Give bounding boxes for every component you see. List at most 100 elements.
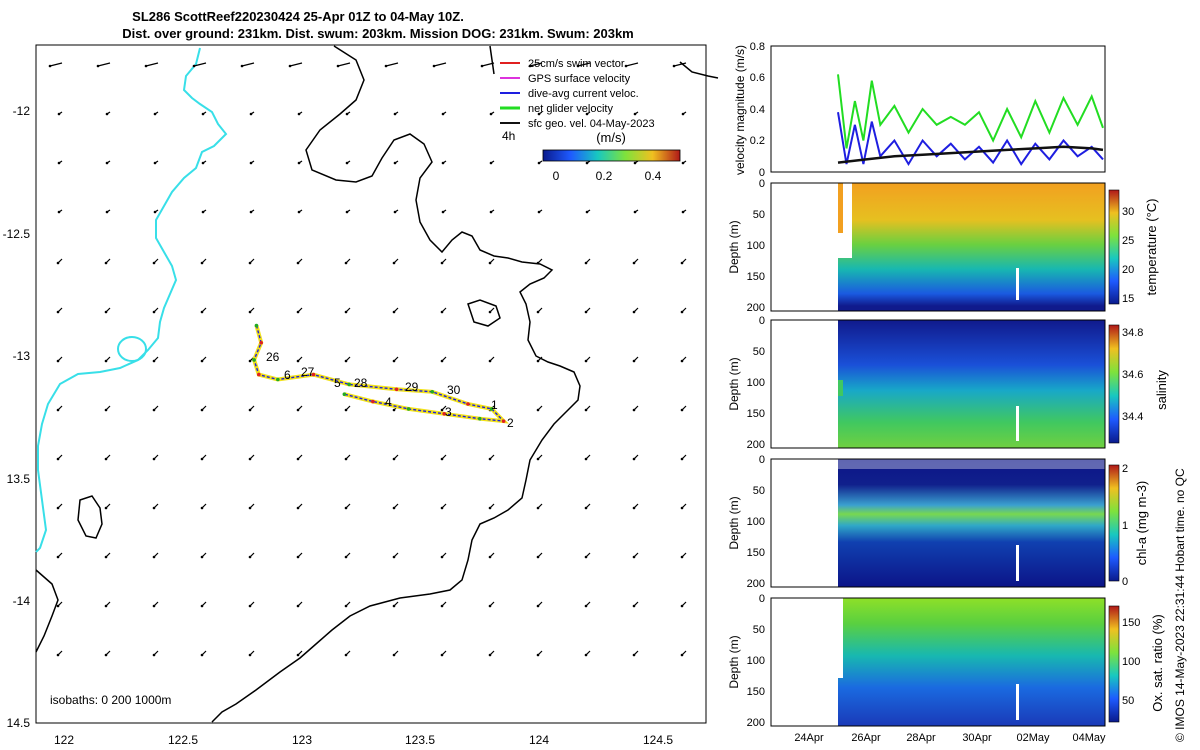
velocity-arrow	[442, 210, 446, 213]
velocity-arrow	[585, 406, 590, 411]
velocity-arrow	[537, 651, 542, 656]
velocity-arrow	[289, 63, 302, 67]
temperature-colorbar	[1109, 190, 1119, 304]
velocity-arrow	[105, 406, 110, 411]
velocity-arrow	[58, 112, 62, 115]
velocity-arrow	[346, 210, 350, 213]
velocity-arrow	[297, 602, 302, 607]
velocity-arrow	[441, 504, 446, 509]
temperature-clabel: temperature (°C)	[1144, 199, 1159, 296]
velocity-arrow	[394, 112, 398, 115]
map-x-ticks: 122 122.5 123 123.5 124 124.5	[54, 733, 673, 747]
salinity-ylabel: Depth (m)	[727, 357, 741, 410]
track-label-26: 26	[266, 350, 280, 364]
velocity-arrow	[537, 553, 542, 558]
salinity-panel: 34.8 34.6 34.4 salinity	[771, 320, 1169, 448]
track-point	[502, 419, 506, 423]
track-label-1: 1	[491, 398, 498, 412]
legend-label-dive-avg: dive-avg current veloc.	[528, 88, 639, 100]
velocity-arrow	[250, 161, 254, 164]
velocity-arrow	[249, 406, 254, 411]
velocity-arrow	[585, 553, 590, 558]
isobath-shelf	[212, 46, 580, 722]
map-ytick-13-5: 13.5	[7, 472, 31, 486]
arrow-scale-label: 4h	[502, 129, 515, 143]
track-point	[478, 417, 482, 421]
velocity-arrow	[193, 63, 206, 67]
velocity-arrow	[489, 308, 494, 313]
velocity-arrow	[489, 651, 494, 656]
depth-tick: 150	[747, 408, 765, 420]
velocity-arrow	[201, 259, 206, 264]
velocity-arrow	[297, 357, 302, 362]
depth-tick: 50	[753, 209, 765, 221]
velocity-arrow	[297, 406, 302, 411]
velocity-arrow	[681, 308, 686, 313]
track-label-2: 2	[507, 416, 514, 430]
velocity-arrow	[57, 455, 62, 460]
vel-ytick-0.8: 0.8	[750, 41, 765, 53]
sal-ctick-34.4: 34.4	[1122, 411, 1143, 423]
oxygen-field	[838, 598, 1105, 726]
velocity-arrow	[634, 161, 638, 164]
figure: SL286 ScottReef220230424 25-Apr 01Z to 0…	[0, 0, 1200, 750]
velocity-arrow	[153, 259, 158, 264]
velocity-arrow	[57, 504, 62, 509]
velocity-arrow	[393, 455, 398, 460]
velocity-arrow	[241, 63, 254, 67]
track-point	[276, 378, 280, 382]
velocity-arrow	[201, 455, 206, 460]
depth-axis-ticks: Depth (m) Depth (m) Depth (m) Depth (m) …	[727, 178, 765, 729]
velocity-arrow	[345, 357, 350, 362]
velocity-arrow	[297, 504, 302, 509]
depth-tick: 50	[753, 485, 765, 497]
velocity-arrow	[633, 357, 638, 362]
velocity-arrow	[441, 259, 446, 264]
velocity-arrow	[489, 602, 494, 607]
isobath-west	[36, 570, 58, 652]
depth-tick: 200	[747, 439, 765, 451]
velocity-arrow	[346, 161, 350, 164]
velocity-ylabel: velocity magnitude (m/s)	[733, 45, 747, 175]
velocity-arrow	[345, 259, 350, 264]
velocity-arrow	[153, 504, 158, 509]
track-point	[347, 383, 351, 387]
velocity-arrow	[441, 651, 446, 656]
legend-label-net-velocity: net glider velocity	[528, 103, 613, 115]
velocity-arrow	[489, 259, 494, 264]
date-tick-28apr: 28Apr	[906, 732, 936, 744]
legend-label-swim-vector: 25cm/s swim vector	[528, 58, 625, 70]
depth-tick: 0	[759, 454, 765, 466]
velocity-arrow	[682, 112, 686, 115]
velocity-arrow	[57, 553, 62, 558]
velocity-arrow	[489, 504, 494, 509]
velocity-arrow	[441, 308, 446, 313]
track-point	[466, 402, 470, 406]
velocity-arrow	[153, 553, 158, 558]
depth-tick: 0	[759, 593, 765, 605]
sal-ctick-34.8: 34.8	[1122, 327, 1143, 339]
depth-tick: 0	[759, 315, 765, 327]
velocity-arrow	[489, 553, 494, 558]
velocity-arrow	[441, 602, 446, 607]
velocity-arrow	[202, 112, 206, 115]
velocity-arrow	[682, 161, 686, 164]
chla-colorbar	[1109, 465, 1119, 581]
velocity-arrow	[154, 210, 158, 213]
velocity-arrow	[345, 553, 350, 558]
velocity-arrow	[345, 406, 350, 411]
velocity-arrow	[633, 602, 638, 607]
track-dive-avg	[254, 326, 504, 422]
velocity-arrow	[297, 553, 302, 558]
depth-tick: 100	[747, 240, 765, 252]
map-legend: 25cm/s swim vector GPS surface velocity …	[500, 58, 680, 183]
velocity-arrow	[201, 357, 206, 362]
velocity-arrow	[538, 161, 542, 164]
velocity-arrow	[49, 63, 62, 67]
velocity-arrow	[298, 112, 302, 115]
map-ytick-neg13: -13	[13, 349, 31, 363]
isobath-bank	[78, 496, 102, 538]
map-ytick-neg12-5: -12.5	[3, 227, 31, 241]
date-tick-04may: 04May	[1072, 732, 1106, 744]
velocity-arrow	[585, 602, 590, 607]
